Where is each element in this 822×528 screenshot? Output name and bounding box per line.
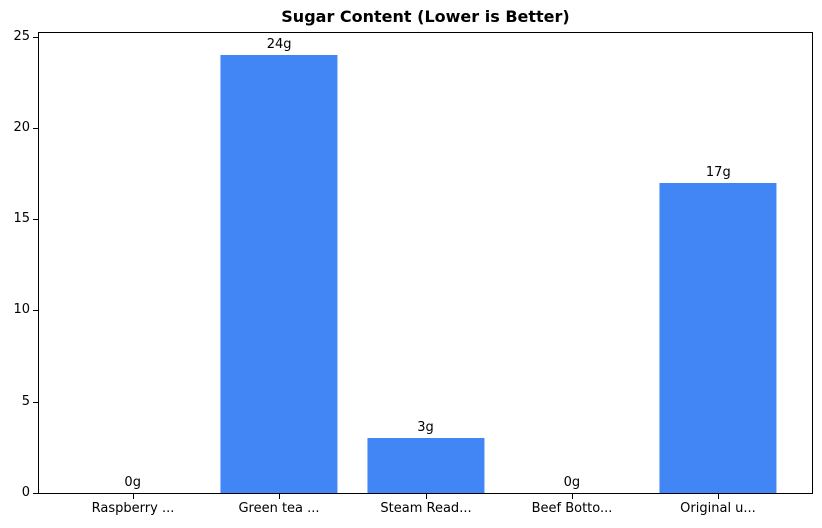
x-tick-mark	[426, 494, 427, 499]
y-tick-label: 15	[13, 211, 30, 226]
y-tick-label: 0	[21, 485, 30, 500]
y-tick-mark	[33, 402, 38, 403]
chart-title: Sugar Content (Lower is Better)	[281, 7, 570, 26]
y-tick-label: 5	[21, 394, 30, 409]
y-tick-label: 20	[13, 120, 30, 135]
bar-value-label: 0g	[124, 475, 141, 490]
bar	[659, 183, 777, 493]
bar-value-label: 0g	[563, 475, 581, 490]
x-tick-mark	[133, 494, 134, 499]
x-tick-label: Green tea ...	[238, 501, 320, 516]
bar	[366, 438, 485, 493]
y-tick-mark	[33, 219, 38, 220]
bar-value-label: 24g	[266, 37, 292, 52]
y-tick-label: 25	[13, 29, 30, 44]
plot-area: 0g 24g 3g 0g 17g	[38, 32, 813, 494]
y-tick-mark	[33, 37, 38, 38]
y-tick-mark	[33, 493, 38, 494]
y-tick-mark	[33, 128, 38, 129]
x-tick-mark	[718, 494, 719, 499]
x-tick-mark	[572, 494, 573, 499]
bar-value-label: 17g	[705, 165, 731, 180]
x-tick-label: Original u...	[680, 501, 756, 516]
y-tick-mark	[33, 310, 38, 311]
x-tick-mark	[279, 494, 280, 499]
x-tick-label: Beef Botto...	[531, 501, 613, 516]
x-tick-label: Raspberry ...	[91, 501, 175, 516]
x-tick-label: Steam Read...	[380, 501, 472, 516]
bar	[220, 55, 338, 493]
bar-value-label: 3g	[417, 420, 434, 435]
y-tick-label: 10	[13, 302, 30, 317]
